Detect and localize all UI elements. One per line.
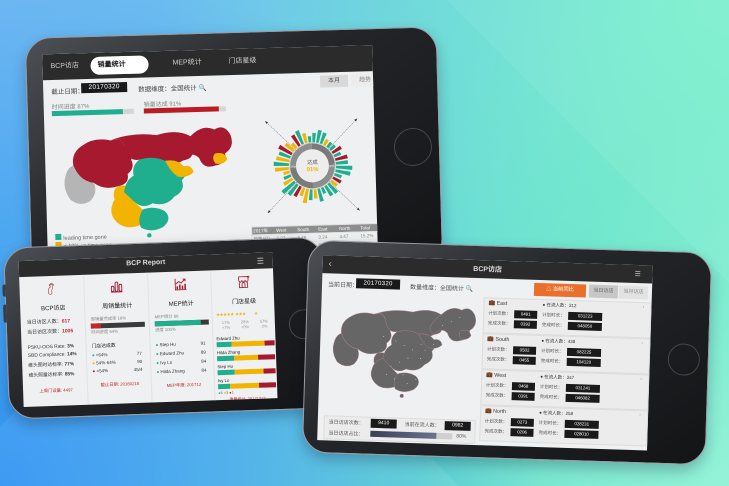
svg-text:91%: 91%	[307, 167, 320, 173]
